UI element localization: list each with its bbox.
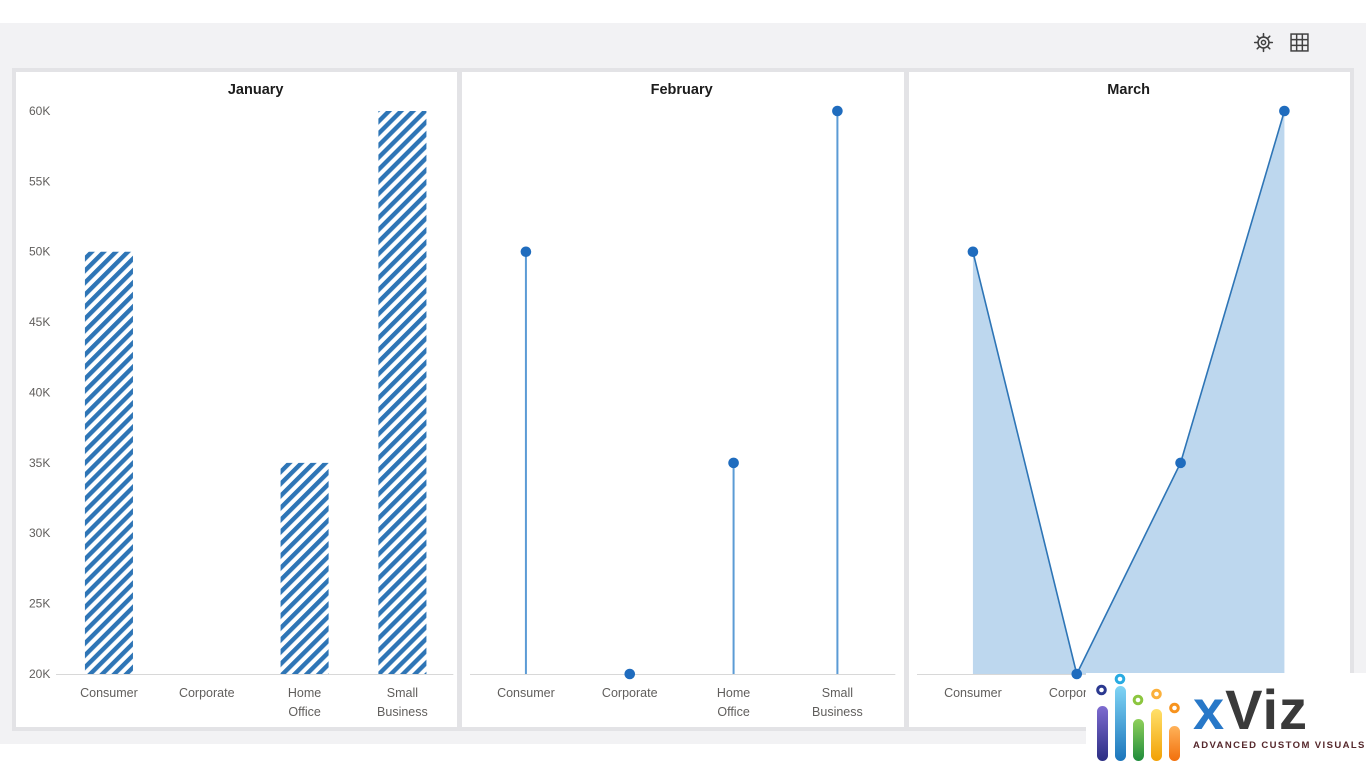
hatched-bar[interactable]	[378, 111, 427, 674]
y-axis-tick-label: 45K	[29, 315, 50, 329]
grid-table-icon[interactable]	[1288, 31, 1310, 53]
settings-gear-icon[interactable]	[1252, 31, 1274, 53]
x-axis-category-label: Corporate	[602, 686, 658, 700]
xviz-logo-icon	[1092, 673, 1187, 770]
x-axis-category-label: Consumer	[944, 686, 1002, 700]
lollipop-dot[interactable]	[624, 668, 636, 680]
lollipop-dot[interactable]	[520, 246, 532, 258]
x-axis-category-label: Corporate	[179, 686, 235, 700]
xviz-watermark[interactable]: xViz ADVANCED CUSTOM VISUALS	[1086, 673, 1366, 768]
y-axis-tick-label: 60K	[29, 104, 50, 118]
xviz-tagline: ADVANCED CUSTOM VISUALS	[1193, 740, 1366, 751]
area-dot[interactable]	[1174, 457, 1186, 469]
y-axis-tick-label: 55K	[29, 174, 50, 188]
area-dot[interactable]	[967, 246, 978, 258]
y-axis-tick-label: 35K	[29, 456, 50, 470]
lollipop-dot[interactable]	[832, 105, 844, 117]
chart-panel-january[interactable]: January 60K 55K 50K 45K 40K 35K 30K 25K 20K Consum…	[16, 72, 458, 727]
area-dot[interactable]	[1278, 105, 1290, 117]
visual-toolbar	[1252, 31, 1310, 53]
small-multiples-visual: January 60K 55K 50K 45K 40K 35K 30K 25K 20K Consum…	[12, 68, 1354, 731]
chart-title: January	[228, 82, 284, 98]
area-line	[971, 110, 1285, 677]
chart-panel-february[interactable]: February Consumer Corporate Home Office Small…	[462, 72, 904, 727]
y-axis-tick-label: 20K	[29, 667, 50, 681]
x-axis-category-label: Consumer	[80, 686, 138, 700]
y-axis-tick-label: 25K	[29, 597, 50, 611]
lollipop-dot[interactable]	[728, 457, 740, 469]
y-axis-tick-label: 50K	[29, 245, 50, 259]
x-axis-category-label: Consumer	[497, 686, 555, 700]
xviz-brand-name: xViz	[1193, 678, 1309, 741]
hatched-bar[interactable]	[280, 462, 329, 674]
xviz-logo-text: xViz ADVANCED CUSTOM VISUALS	[1193, 673, 1366, 752]
y-axis-tick-label: 30K	[29, 526, 50, 540]
chart-title: March	[1107, 82, 1150, 98]
chart-title: February	[651, 82, 713, 98]
area-dot[interactable]	[1071, 668, 1082, 680]
chart-panel-march[interactable]: MarchConsumerCorporateHomeOfficeSmallBus…	[908, 72, 1350, 727]
y-axis-tick-label: 40K	[29, 386, 50, 400]
hatched-bar[interactable]	[84, 251, 133, 674]
area-fill[interactable]	[972, 111, 1285, 674]
